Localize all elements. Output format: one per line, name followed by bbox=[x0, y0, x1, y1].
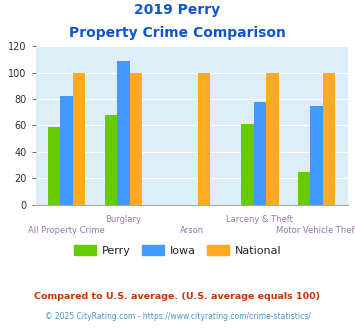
Bar bbox=[323, 73, 335, 205]
Text: © 2025 CityRating.com - https://www.cityrating.com/crime-statistics/: © 2025 CityRating.com - https://www.city… bbox=[45, 312, 310, 321]
Text: 2019 Perry: 2019 Perry bbox=[135, 3, 220, 17]
Text: Property Crime Comparison: Property Crime Comparison bbox=[69, 26, 286, 40]
Text: Arson: Arson bbox=[180, 226, 204, 235]
Text: Motor Vehicle Theft: Motor Vehicle Theft bbox=[276, 226, 355, 235]
Bar bbox=[60, 96, 73, 205]
Text: Larceny & Theft: Larceny & Theft bbox=[226, 215, 293, 224]
Bar bbox=[117, 61, 130, 205]
Text: Burglary: Burglary bbox=[105, 215, 142, 224]
Bar bbox=[253, 102, 266, 205]
Legend: Perry, Iowa, National: Perry, Iowa, National bbox=[70, 241, 285, 260]
Bar bbox=[298, 172, 310, 205]
Bar bbox=[130, 73, 142, 205]
Bar bbox=[105, 115, 117, 205]
Bar bbox=[241, 124, 253, 205]
Bar bbox=[310, 106, 323, 205]
Bar bbox=[198, 73, 211, 205]
Text: Compared to U.S. average. (U.S. average equals 100): Compared to U.S. average. (U.S. average … bbox=[34, 292, 321, 301]
Bar bbox=[48, 127, 60, 205]
Bar bbox=[73, 73, 86, 205]
Bar bbox=[266, 73, 279, 205]
Text: All Property Crime: All Property Crime bbox=[28, 226, 105, 235]
